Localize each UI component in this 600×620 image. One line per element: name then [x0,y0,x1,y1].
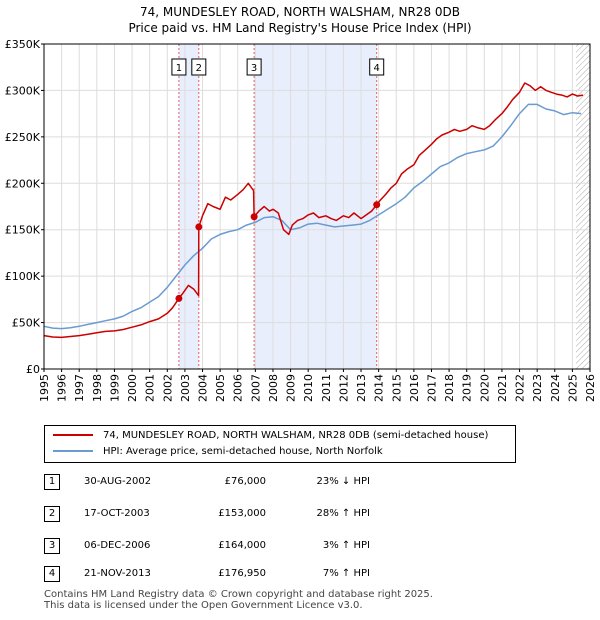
x-tick-label: 2026 [584,374,597,402]
x-tick-label: 2000 [126,374,139,402]
transaction-box-4 [369,58,385,76]
chart-title: 74, MUNDESLEY ROAD, NORTH WALSHAM, NR28 … [0,4,600,36]
x-tick-label: 2011 [320,374,333,402]
footer-line-1: Contains HM Land Registry data © Crown c… [44,589,433,600]
transaction-point-1 [175,294,183,302]
x-tick-label: 2025 [566,374,579,402]
table-row: 2 17-OCT-2003 £153,000 28% ↑ HPI [0,506,600,522]
y-tick-label: £300K [5,84,41,97]
y-tick-label: £100K [5,270,41,283]
forecast-hatch [575,44,590,369]
x-tick-label: 2014 [373,374,386,402]
transaction-date: 17-OCT-2003 [84,508,150,519]
x-tick-label: 1999 [108,374,121,402]
transaction-box-label-1: 1 [176,63,182,74]
legend-item-hpi: HPI: Average price, semi-detached house,… [53,445,383,459]
transaction-price: £176,950 [218,568,266,579]
legend-swatch-hpi [53,450,93,452]
x-tick-label: 2005 [214,374,227,402]
x-tick-label: 2006 [232,374,245,402]
x-tick-label: 2015 [390,374,403,402]
transaction-hpi: 23% ↓ HPI [316,476,370,487]
x-tick-label: 2007 [249,374,262,402]
transaction-box-2 [191,58,207,76]
transaction-box-label-3: 3 [251,63,257,74]
series-line-hpi [43,103,582,330]
footer: Contains HM Land Registry data © Crown c… [44,589,433,611]
x-tick-label: 2022 [514,374,527,402]
table-row: 4 21-NOV-2013 £176,950 7% ↑ HPI [0,566,600,582]
transaction-number: 2 [44,506,60,522]
title-line-1: 74, MUNDESLEY ROAD, NORTH WALSHAM, NR28 … [139,5,460,19]
title-line-2: Price paid vs. HM Land Registry's House … [128,21,472,35]
transaction-price: £76,000 [224,476,266,487]
transaction-date: 06-DEC-2006 [84,540,151,551]
transaction-hpi: 7% ↑ HPI [322,568,370,579]
x-tick-label: 2010 [302,374,315,402]
y-tick-label: £50K [12,317,41,330]
x-tick-label: 2019 [461,374,474,402]
transaction-point-4 [373,201,381,209]
x-tick-label: 2021 [496,374,509,402]
y-tick-label: £200K [5,177,41,190]
x-tick-label: 2018 [443,374,456,402]
shaded-ranges [178,44,590,369]
transaction-box-label-4: 4 [374,63,380,74]
transaction-date: 30-AUG-2002 [84,476,152,487]
x-tick-label: 2013 [355,374,368,402]
series [43,82,584,339]
x-tick-label: 2003 [179,374,192,402]
transaction-markers: 1 2 3 4 [171,58,385,302]
transaction-number: 1 [44,474,60,490]
table-row: 1 30-AUG-2002 £76,000 23% ↓ HPI [0,474,600,490]
x-tick-label: 1996 [56,374,69,402]
legend-item-property: 74, MUNDESLEY ROAD, NORTH WALSHAM, NR28 … [53,429,488,443]
legend: 74, MUNDESLEY ROAD, NORTH WALSHAM, NR28 … [44,425,516,463]
x-tick-label: 2020 [478,374,491,402]
transaction-price: £164,000 [218,540,266,551]
footer-line-2: This data is licensed under the Open Gov… [44,600,363,611]
y-tick-label: £250K [5,131,41,144]
x-tick-label: 1995 [38,374,51,402]
x-axis-ticks: 1995 1996 1997 1998 1999 2000 2001 2002 2003 2004… [38,369,597,402]
y-tick-label: £150K [5,224,41,237]
shaded-range-2 [254,44,377,369]
x-tick-label: 2001 [144,374,157,402]
transaction-box-label-2: 2 [196,63,202,74]
x-tick-label: 2023 [531,374,544,402]
x-tick-label: 1997 [73,374,86,402]
legend-label-hpi: HPI: Average price, semi-detached house,… [103,446,383,457]
y-tick-label: £0 [26,363,40,376]
x-tick-label: 2002 [161,374,174,402]
transaction-point-3 [250,213,258,221]
transaction-number: 4 [44,566,60,582]
y-tick-label: £350K [5,38,41,51]
y-axis-ticks: £0 £50K £100K £150K £200K £250K £300K £350K [5,38,44,376]
x-tick-label: 2017 [425,374,438,402]
x-tick-label: 2008 [267,374,280,402]
x-tick-label: 2004 [197,374,210,402]
legend-swatch-property [53,434,93,436]
price-chart: 1 2 3 4 £0 £50K £100K £150K £200K £250K £300K £350… [5,38,597,402]
shaded-range-1 [178,44,199,369]
x-tick-label: 2012 [337,374,350,402]
x-tick-label: 1998 [91,374,104,402]
legend-label-property: 74, MUNDESLEY ROAD, NORTH WALSHAM, NR28 … [103,430,489,441]
transaction-hpi: 3% ↑ HPI [322,540,370,551]
x-tick-label: 2016 [408,374,421,402]
series-line-property [43,82,584,339]
x-tick-label: 2024 [549,374,562,402]
transaction-number: 3 [44,538,60,554]
transaction-box-1 [171,58,187,76]
table-row: 3 06-DEC-2006 £164,000 3% ↑ HPI [0,538,600,554]
x-tick-label: 2009 [285,374,298,402]
transaction-price: £153,000 [218,508,266,519]
transaction-date: 21-NOV-2013 [84,568,151,579]
transaction-point-2 [195,223,203,231]
transaction-hpi: 28% ↑ HPI [316,508,370,519]
plot-frame [43,43,591,370]
transaction-box-3 [246,58,262,76]
